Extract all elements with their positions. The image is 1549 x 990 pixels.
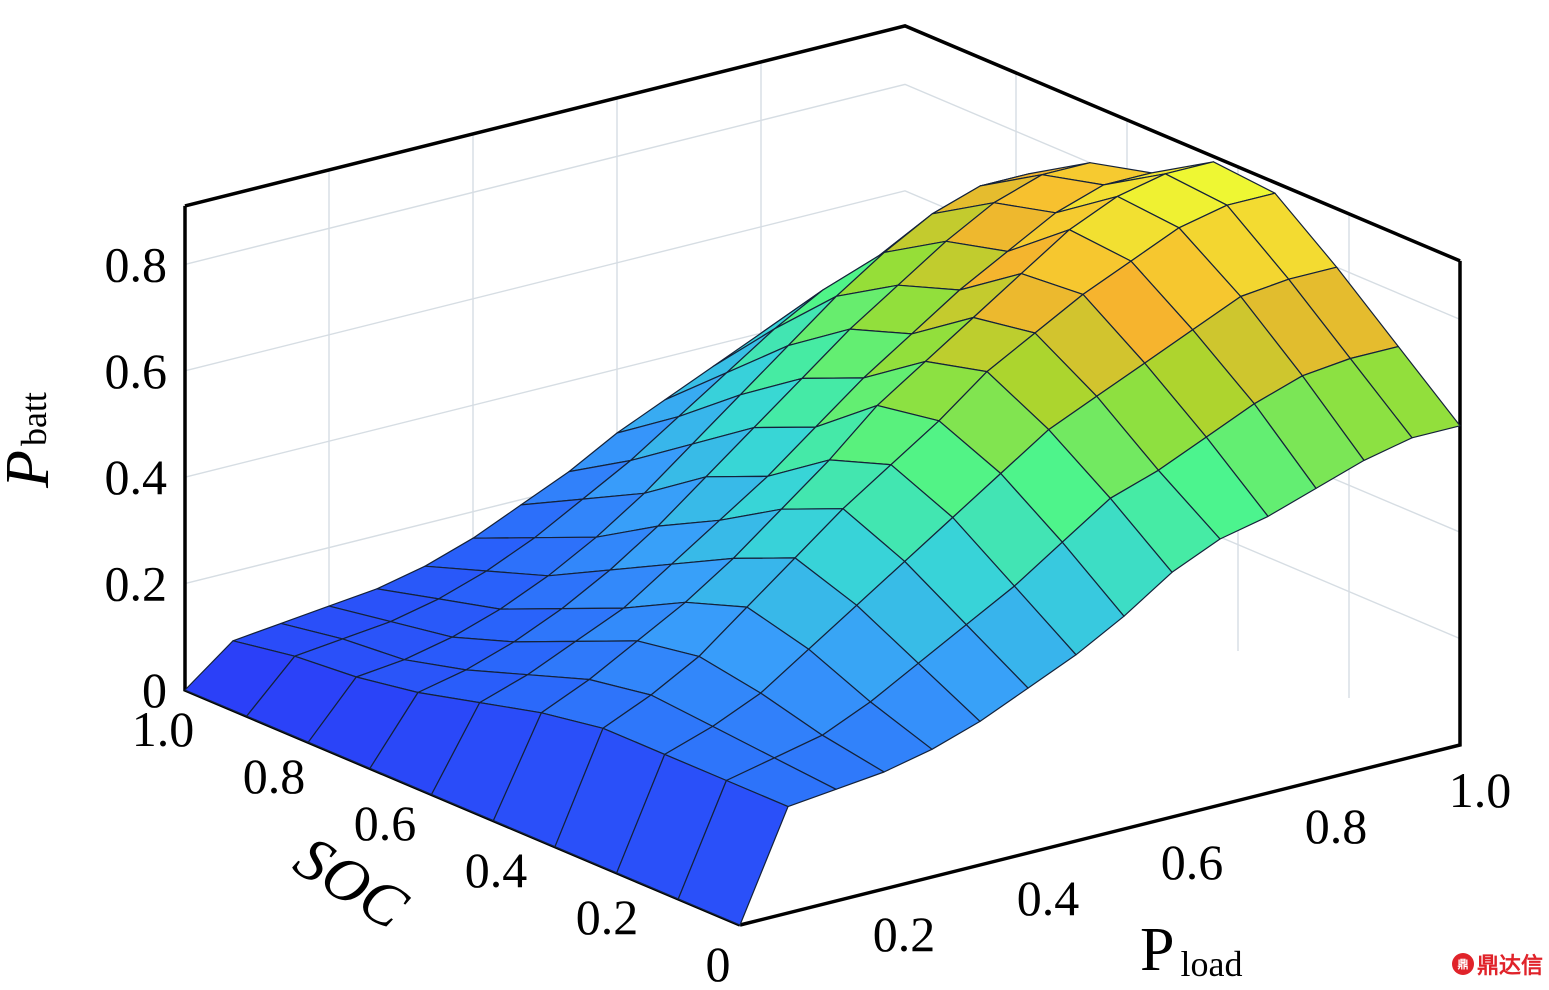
x-axis-label-sub: load [1180, 944, 1242, 984]
y-tick-label: 0.2 [576, 889, 639, 945]
y-tick-label: 1.0 [132, 701, 195, 757]
surface-patch [677, 779, 789, 926]
z-tick-label: 0.4 [105, 449, 168, 505]
svg-text:Pbatt: Pbatt [0, 392, 62, 489]
x-tick-label: 0.2 [873, 906, 936, 962]
y-tick-label: 0 [706, 936, 731, 990]
x-tick-label: 0.6 [1161, 834, 1224, 890]
x-tick-label: 1.0 [1449, 762, 1512, 818]
x-tick-label: 0.8 [1305, 798, 1368, 854]
tick-layer: 0 0.2 0.4 0.6 0.8 0 0.2 0.4 0.6 0.8 1.0 0.2 0.4 0.6 0.… [105, 236, 1512, 990]
y-tick-label: 0.8 [243, 748, 306, 804]
y-tick-label: 0.6 [354, 795, 417, 851]
surface-layer [184, 161, 1461, 926]
watermark: 鼎 鼎达信 [1451, 948, 1543, 980]
watermark-text: 鼎达信 [1476, 954, 1543, 979]
z-axis-label-sub: batt [14, 392, 54, 446]
y-tick-label: 0.4 [465, 842, 528, 898]
frame-right [739, 260, 1462, 927]
watermark-logo-icon: 鼎 [1451, 953, 1474, 975]
z-tick-label: 0.6 [105, 343, 168, 399]
z-tick-label: 0 [142, 662, 167, 718]
z-axis-label: Pbatt [0, 392, 62, 489]
z-tick-label: 0.8 [105, 236, 168, 292]
z-tick-label: 0.2 [105, 556, 168, 612]
z-axis-label-main: P [0, 450, 62, 489]
x-tick-label: 0.4 [1017, 870, 1080, 926]
x-axis-label-main: P [1140, 916, 1174, 984]
frame-top [184, 24, 1461, 263]
